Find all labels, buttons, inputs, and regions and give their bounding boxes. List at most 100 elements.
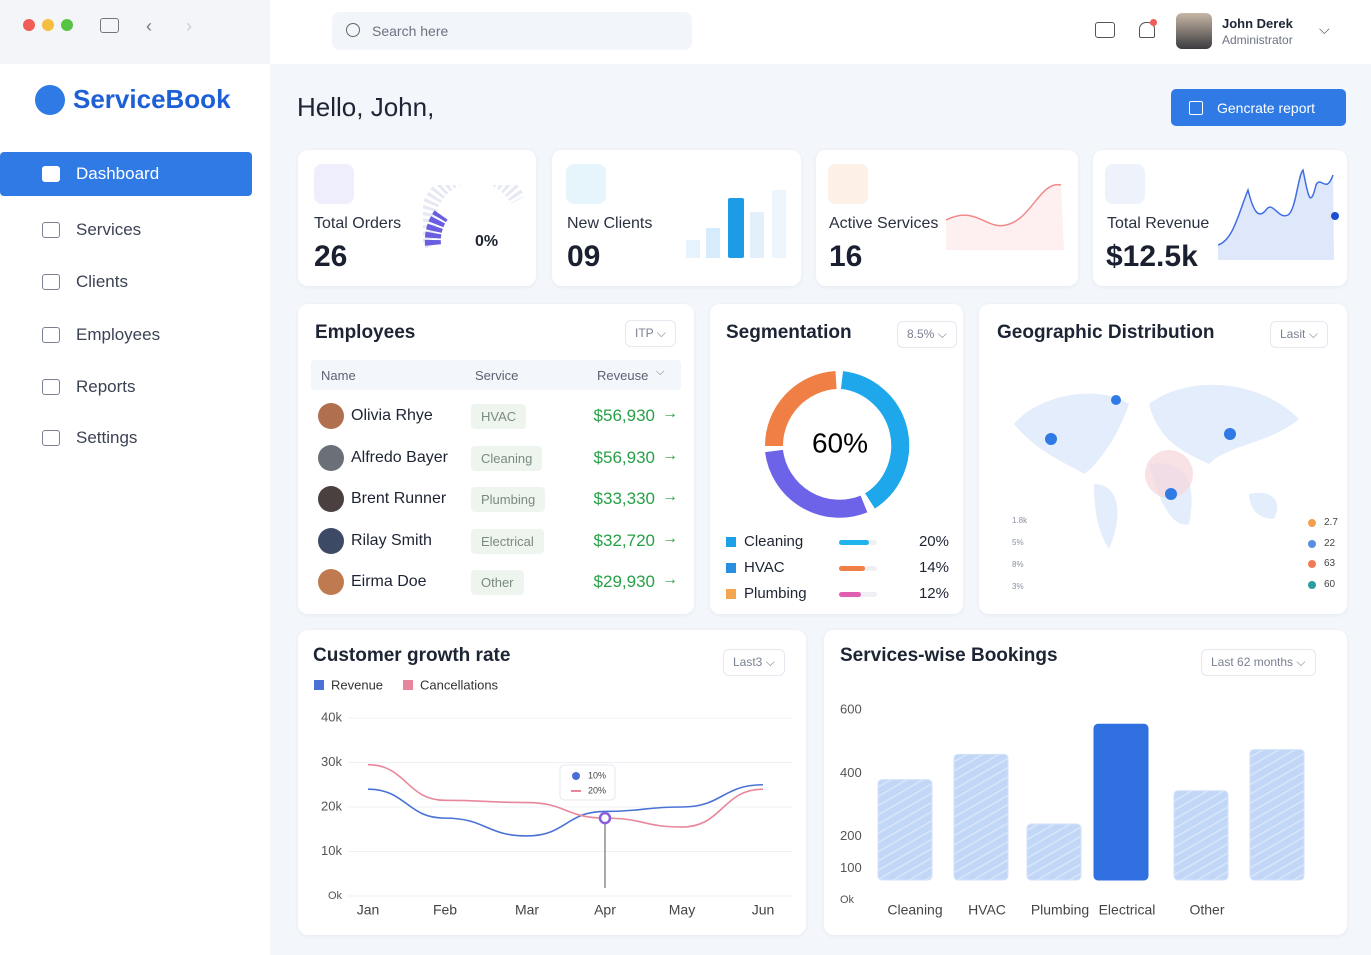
stat-icon <box>566 164 606 204</box>
nav-item[interactable]: Reports <box>0 365 252 409</box>
brand: ServiceBook <box>73 84 231 114</box>
filter-label: Lasit <box>1280 327 1306 341</box>
employee-name: Olivia Rhye <box>351 407 433 424</box>
geo-legend-right: 22 <box>1324 537 1336 549</box>
employees-card: Employees ITP ⌵ <box>298 304 694 614</box>
card-title: Geographic Distribution <box>997 322 1215 343</box>
nav-item[interactable]: Dashboard <box>0 152 252 196</box>
gauge <box>423 185 523 249</box>
geo-legend-left: 8% <box>1012 560 1024 569</box>
x-tick-label: Electrical <box>1099 902 1156 918</box>
filter[interactable]: Lasit ⌵ <box>1270 321 1328 348</box>
logo <box>35 85 65 115</box>
search-placeholder: Search here <box>372 23 449 39</box>
filter-label: ITP <box>635 326 654 340</box>
nav-item[interactable]: Settings <box>0 416 252 460</box>
avatar <box>318 444 344 471</box>
generate-report-button[interactable]: Gencrate report <box>1171 89 1346 126</box>
y-tick-label: 100 <box>840 860 862 875</box>
geo-legend-left: 5% <box>1012 538 1024 547</box>
close-dot[interactable] <box>23 19 35 31</box>
greeting: Hello, John, <box>297 92 435 122</box>
stat-icon <box>1105 164 1145 204</box>
filter[interactable]: Last3 ⌵ <box>723 649 785 676</box>
x-tick-label: Jan <box>357 902 380 918</box>
geo-legend-dot <box>1308 519 1316 527</box>
sort-icon[interactable]: ⌵ <box>656 366 665 378</box>
stat-value: 26 <box>314 240 348 273</box>
y-tick-label: 10k <box>321 843 342 858</box>
revenue: $29,930 <box>593 572 655 591</box>
avatar <box>318 569 344 595</box>
stat-card: Total Orders 26 0% <box>298 150 536 286</box>
arrow: → <box>662 405 678 422</box>
max-dot[interactable] <box>61 19 73 31</box>
nav-icon <box>42 430 60 446</box>
filter[interactable]: Last 62 months ⌵ <box>1201 649 1316 676</box>
legend-label: Revenue <box>331 677 383 692</box>
revenue: $32,720 <box>593 530 655 550</box>
filter[interactable]: ITP ⌵ <box>625 320 676 347</box>
service-pill: Other <box>471 570 524 595</box>
x-tick-label: HVAC <box>968 902 1006 918</box>
geo-legend-left: 3% <box>1012 582 1024 591</box>
button-label: Gencrate report <box>1217 99 1316 116</box>
stat-icon <box>314 164 354 204</box>
employee-name: Eirma Doe <box>351 573 427 590</box>
stat-label: Active Services <box>829 215 939 232</box>
back[interactable]: ‹ <box>146 16 152 36</box>
nav-icon <box>42 379 60 395</box>
stat-label: New Clients <box>567 215 653 232</box>
messages-icon[interactable] <box>1095 22 1115 38</box>
legend-label: HVAC <box>744 559 785 576</box>
filter-label: Last3 <box>733 655 763 669</box>
min-dot[interactable] <box>42 19 54 31</box>
nav-item[interactable]: Clients <box>0 260 252 304</box>
legend-swatch <box>726 563 736 573</box>
card-title: Segmentation <box>726 322 852 343</box>
x-tick-label: Apr <box>594 902 616 918</box>
x-tick-label: Other <box>1189 902 1224 918</box>
y-tick-label: Ok <box>840 894 855 906</box>
avatar[interactable] <box>1176 13 1212 49</box>
nav-item[interactable]: Services <box>0 208 252 252</box>
geo-legend-right: 60 <box>1324 578 1336 590</box>
arrow: → <box>662 446 678 464</box>
bell-icon[interactable] <box>1139 22 1155 38</box>
user-menu[interactable]: ⌵ <box>1319 21 1330 37</box>
legend-value: 14% <box>918 559 949 576</box>
forward[interactable]: › <box>186 16 192 36</box>
nav-item[interactable]: Employees <box>0 313 252 357</box>
mini-area <box>1218 168 1339 260</box>
stat-value: 16 <box>829 240 863 273</box>
service-pill: Cleaning <box>471 445 543 471</box>
legend-swatch <box>726 537 736 547</box>
y-tick-label: 600 <box>840 701 862 716</box>
filter[interactable]: 8.5% ⌵ <box>897 321 957 348</box>
geo-card: Geographic Distribution Lasit ⌵ <box>979 304 1347 614</box>
legend-bar <box>839 592 861 597</box>
nav-label: Settings <box>76 428 138 447</box>
legend-bar <box>839 540 869 545</box>
geo-legend-dot <box>1308 539 1316 548</box>
y-tick-label: 40k <box>321 709 342 724</box>
chart-title: Customer growth rate <box>313 645 510 666</box>
tooltip-point <box>598 811 612 825</box>
stat-card: Active Services 16 <box>816 150 1078 286</box>
search-box[interactable]: Search here <box>332 12 692 50</box>
window-bar <box>0 0 270 64</box>
tooltip-text: 20% <box>588 785 606 795</box>
geo-legend-right: 2.7 <box>1324 517 1338 528</box>
tooltip-text: 10% <box>588 770 606 780</box>
service-pill: Electrical <box>471 528 544 554</box>
y-tick-label: 30k <box>321 754 342 769</box>
sidebar-toggle[interactable] <box>100 18 119 33</box>
x-tick-label: Jun <box>752 902 775 918</box>
x-tick-label: Plumbing <box>1031 902 1089 918</box>
nav-icon <box>42 327 60 343</box>
mini-bars <box>686 190 786 258</box>
nav-icon <box>42 222 60 238</box>
x-tick-label: May <box>669 902 695 918</box>
x-tick-label: Mar <box>515 902 539 918</box>
